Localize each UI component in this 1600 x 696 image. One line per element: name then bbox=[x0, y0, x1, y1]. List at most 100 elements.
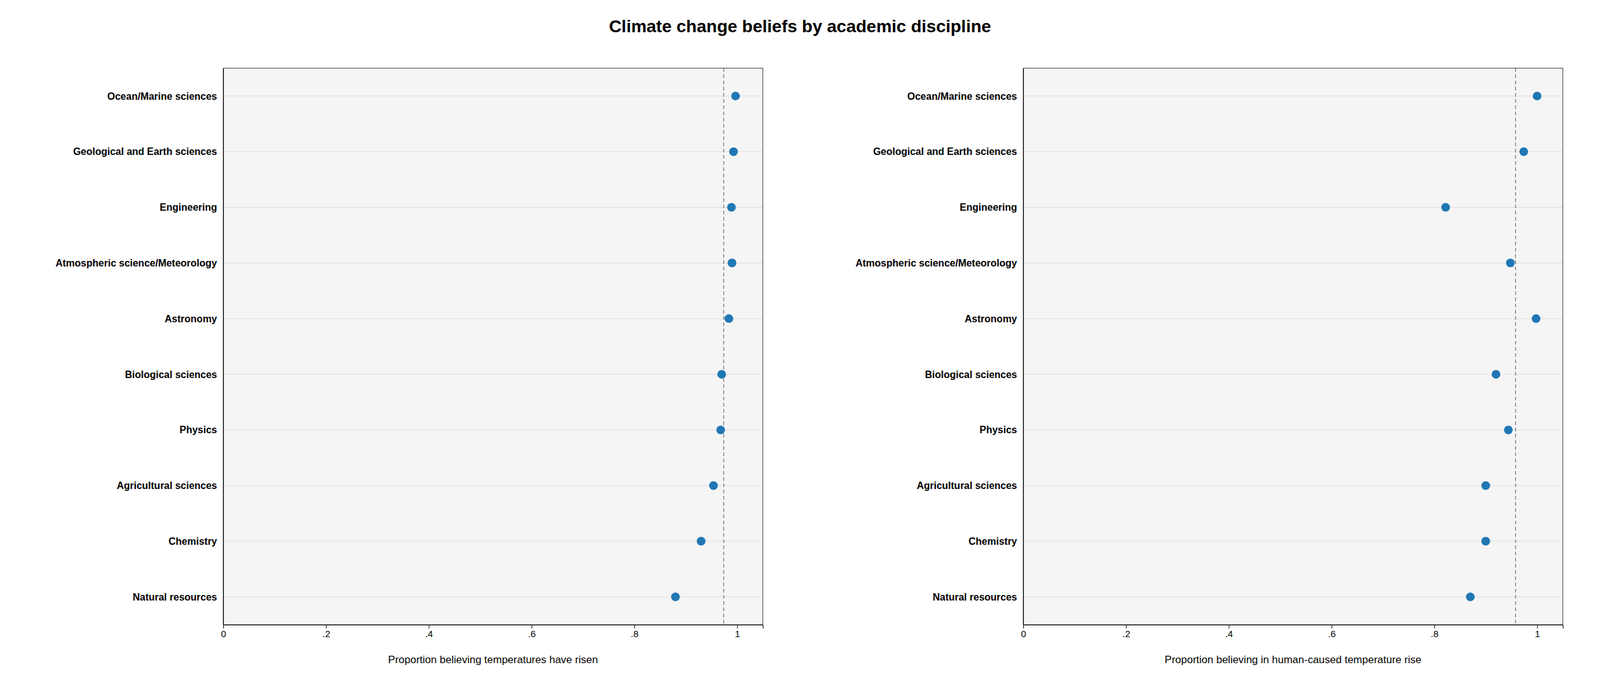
title: Climate change beliefs by academic disci… bbox=[608, 16, 992, 36]
grid-line bbox=[223, 429, 763, 431]
y-tick: Geological and Earth sciences bbox=[73, 146, 224, 157]
y-tick-label: Biological sciences bbox=[124, 369, 218, 381]
marks bbox=[1441, 68, 1542, 626]
dot bbox=[1491, 370, 1501, 379]
x-tick-label: 0 bbox=[220, 628, 226, 640]
dot bbox=[1481, 537, 1491, 546]
x-axis-title: Proportion believing in human-caused tem… bbox=[1164, 654, 1422, 667]
x-tick: .6 bbox=[1327, 625, 1336, 640]
y-tick: Agricultural sciences bbox=[916, 480, 1024, 492]
grid-line bbox=[1023, 151, 1563, 152]
panel: 0 .2 .4 .6 .8 1 Ocean/Marine sciences Geologica… bbox=[55, 68, 763, 667]
y-tick-label: Ocean/Marine sciences bbox=[107, 91, 218, 102]
y-tick: Natural resources bbox=[932, 592, 1024, 603]
dot bbox=[717, 370, 727, 379]
dot bbox=[729, 147, 738, 157]
y-tick-label: Agricultural sciences bbox=[916, 480, 1018, 492]
dot bbox=[1519, 147, 1529, 157]
dot bbox=[1481, 481, 1491, 491]
average-line bbox=[1515, 68, 1517, 626]
x-tick: .2 bbox=[1122, 625, 1131, 640]
y-tick: Atmospheric science/Meteorology bbox=[855, 257, 1024, 269]
y-tick-label: Natural resources bbox=[132, 592, 218, 603]
dot bbox=[726, 203, 736, 213]
y-tick-label: Biological sciences bbox=[924, 369, 1018, 381]
x-tick: .8 bbox=[630, 625, 639, 640]
x-tick: 0 bbox=[1020, 625, 1026, 640]
x-axis: 0 .2 .4 .6 .8 1 bbox=[1020, 625, 1563, 640]
y-tick-label: Agricultural sciences bbox=[116, 480, 218, 492]
y-tick-label: Astronomy bbox=[164, 313, 218, 325]
y-axis: Ocean/Marine sciences Geological and Eart… bbox=[55, 68, 224, 626]
x-tick-label: .6 bbox=[1327, 628, 1336, 640]
y-tick-label: Physics bbox=[179, 424, 218, 436]
x-axis-line bbox=[223, 625, 764, 630]
grid-line bbox=[1023, 262, 1563, 264]
grid-line bbox=[1023, 95, 1563, 97]
x-tick: 0 bbox=[220, 625, 226, 640]
y-tick-label: Chemistry bbox=[168, 536, 218, 547]
x-tick-label: .6 bbox=[527, 628, 536, 640]
x-tick: .8 bbox=[1430, 625, 1439, 640]
x-tick: 1 bbox=[1534, 625, 1540, 640]
y-tick: Engineering bbox=[160, 202, 224, 213]
x-axis-line bbox=[1023, 625, 1564, 630]
dot bbox=[697, 537, 706, 546]
grid-line bbox=[223, 207, 763, 208]
y-tick-label: Physics bbox=[979, 424, 1018, 436]
x-tick: .4 bbox=[425, 625, 434, 640]
grid bbox=[223, 96, 763, 598]
dot bbox=[671, 592, 680, 602]
panel: 0 .2 .4 .6 .8 1 Ocean/Marine sciences Geologica… bbox=[855, 68, 1563, 667]
grid-line bbox=[223, 541, 763, 543]
y-tick-label: Astronomy bbox=[964, 313, 1018, 325]
y-tick-label: Natural resources bbox=[932, 592, 1018, 603]
y-tick: Ocean/Marine sciences bbox=[907, 91, 1024, 102]
grid-line bbox=[223, 151, 763, 152]
x-axis-title: Proportion believing temperatures have r… bbox=[388, 654, 598, 667]
x-tick-label: .4 bbox=[1225, 628, 1234, 640]
x-tick-label: .8 bbox=[630, 628, 639, 640]
grid-line bbox=[1023, 597, 1563, 598]
marks bbox=[671, 68, 740, 626]
x-tick-label: .2 bbox=[322, 628, 331, 640]
y-tick: Astronomy bbox=[964, 313, 1024, 325]
y-tick: Geological and Earth sciences bbox=[873, 146, 1024, 157]
x-tick-label: .8 bbox=[1430, 628, 1439, 640]
y-tick: Engineering bbox=[960, 202, 1024, 213]
y-tick-label: Geological and Earth sciences bbox=[73, 146, 218, 157]
x-tick: 1 bbox=[734, 625, 740, 640]
x-tick-label: .2 bbox=[1122, 628, 1131, 640]
grid-line bbox=[223, 373, 763, 375]
dot bbox=[1505, 258, 1515, 268]
grid bbox=[1023, 96, 1563, 598]
dot bbox=[1441, 203, 1450, 213]
dot bbox=[727, 258, 737, 268]
x-axis: 0 .2 .4 .6 .8 1 bbox=[220, 625, 763, 640]
y-axis-line bbox=[1023, 68, 1024, 626]
dot bbox=[1533, 91, 1542, 101]
y-tick-label: Ocean/Marine sciences bbox=[907, 91, 1018, 102]
x-tick-label: 1 bbox=[1534, 628, 1540, 640]
x-tick: .4 bbox=[1225, 625, 1234, 640]
y-tick: Chemistry bbox=[168, 536, 224, 547]
plot-background bbox=[1023, 68, 1563, 626]
y-axis-line bbox=[223, 68, 224, 626]
grid-line bbox=[1023, 207, 1563, 208]
grid-line bbox=[1023, 318, 1563, 320]
grid-line bbox=[1023, 429, 1563, 431]
y-tick: Biological sciences bbox=[924, 369, 1024, 381]
grid-line bbox=[223, 95, 763, 97]
y-tick: Chemistry bbox=[968, 536, 1024, 547]
grid-line bbox=[1023, 373, 1563, 375]
y-tick: Physics bbox=[979, 424, 1024, 436]
average-line bbox=[723, 68, 725, 626]
dot bbox=[1466, 592, 1475, 602]
dot bbox=[724, 314, 734, 324]
grid-line bbox=[223, 485, 763, 487]
y-tick-label: Geological and Earth sciences bbox=[873, 146, 1018, 157]
grid-line bbox=[223, 262, 763, 264]
y-tick: Biological sciences bbox=[124, 369, 224, 381]
x-tick: .2 bbox=[322, 625, 331, 640]
plot-background bbox=[223, 68, 763, 626]
